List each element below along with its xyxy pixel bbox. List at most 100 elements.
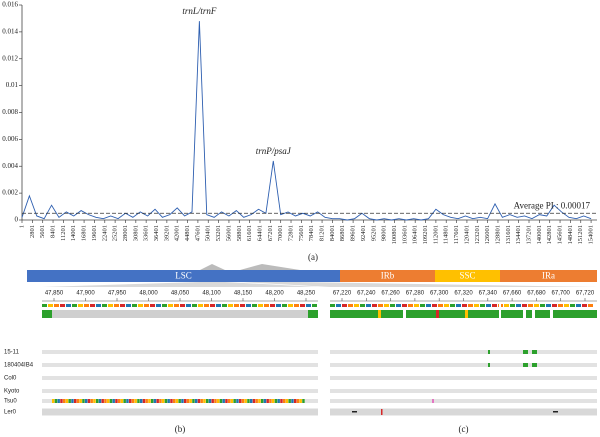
coverage-strip <box>468 304 473 307</box>
y-tick-label: 0 <box>15 216 19 224</box>
variant-strip <box>214 399 217 403</box>
coverage-strip <box>180 304 185 307</box>
sample-label: Tsu0 <box>4 399 17 405</box>
coverage-strip <box>90 304 95 307</box>
coverage-strip <box>270 304 275 307</box>
x-tick-label: 140001 <box>536 225 543 245</box>
variant-strip <box>54 399 58 403</box>
x-tick-label: 16801 <box>81 225 88 241</box>
ruler-label: 48,000 <box>139 291 158 297</box>
variant-strip <box>181 399 184 403</box>
genome-region <box>435 270 500 282</box>
variant-strip <box>109 399 113 403</box>
variant-strip <box>173 399 176 403</box>
region-label: IRb <box>381 271 395 281</box>
variant-strip <box>299 399 302 403</box>
variant-strip <box>189 399 192 403</box>
coverage-strip <box>420 304 425 307</box>
x-tick-label: 5601 <box>39 225 46 238</box>
ruler-label: 67,280 <box>406 291 425 297</box>
coverage-strip <box>234 304 239 307</box>
coverage-strip <box>252 304 257 307</box>
variant-strip <box>156 399 159 403</box>
coverage-strip <box>372 304 377 307</box>
variant-strip <box>255 399 258 403</box>
coverage-strip <box>432 304 437 307</box>
x-tick-label: 2801 <box>29 225 36 238</box>
coverage-strip <box>222 304 227 307</box>
variant-strip <box>184 399 187 403</box>
coverage-strip <box>516 304 521 307</box>
x-tick-label: 75601 <box>298 225 305 241</box>
region-label: IRa <box>542 271 555 281</box>
coverage-strip <box>492 304 497 307</box>
x-tick-label: 53201 <box>215 225 222 241</box>
variant-strip <box>126 399 129 403</box>
variant-strip <box>107 399 110 403</box>
x-tick-label: 106401 <box>412 225 419 245</box>
coverage-strip <box>102 304 107 307</box>
coverage-strip <box>162 304 167 307</box>
panel-divider <box>499 304 501 420</box>
coverage-strip <box>48 304 53 307</box>
variant-strip <box>137 399 140 403</box>
coverage-strip <box>582 304 587 307</box>
variant-strip <box>170 399 173 403</box>
variant-strip <box>252 399 256 403</box>
coverage-strip <box>246 304 251 307</box>
variant-site <box>523 350 528 354</box>
coverage-strip <box>276 304 281 307</box>
indel <box>352 411 357 413</box>
coverage-strip <box>546 304 551 307</box>
y-tick-label: 0.014 <box>2 27 18 35</box>
coverage-strip <box>348 304 353 307</box>
ruler-label: 67,720 <box>576 291 595 297</box>
row-track <box>42 350 318 354</box>
zoom-wedge <box>42 282 318 287</box>
ruler-label: 67,240 <box>357 291 376 297</box>
variant-strip <box>140 399 143 403</box>
coverage-strip <box>156 304 161 307</box>
indel <box>553 411 558 413</box>
consensus-end <box>308 310 318 318</box>
coverage-strip <box>132 304 137 307</box>
coverage-strip <box>66 304 71 307</box>
coverage-strip <box>588 304 593 307</box>
variant-strip <box>200 399 203 403</box>
coverage-strip <box>384 304 389 307</box>
ruler-label: 67,660 <box>503 291 522 297</box>
row-track <box>330 389 597 393</box>
coverage-strip <box>540 304 545 307</box>
x-tick-label: 103601 <box>401 225 408 245</box>
x-tick-label: 22401 <box>101 225 108 241</box>
coverage-strip <box>294 304 299 307</box>
variant-site <box>378 310 381 318</box>
x-tick-label: 47601 <box>194 225 201 241</box>
row-track <box>42 389 318 393</box>
x-tick-label: 126001 <box>484 225 491 245</box>
variant-strip <box>250 399 253 403</box>
coverage-strip <box>438 304 443 307</box>
consensus-end <box>42 310 52 318</box>
x-tick-label: 78401 <box>308 225 315 241</box>
variant-strip <box>148 399 151 403</box>
peak-annotation: trnL/trnF <box>182 6 217 16</box>
variant-strip <box>291 399 294 403</box>
variant-strip <box>186 399 190 403</box>
row-track <box>42 376 318 380</box>
genome-region <box>500 270 597 282</box>
variant-site <box>532 310 535 318</box>
x-tick-label: 70001 <box>277 225 284 241</box>
average-annotation: Average PI : 0.00017 <box>514 200 591 210</box>
x-tick-label: 100801 <box>391 225 398 245</box>
x-tick-label: 98001 <box>381 225 388 241</box>
x-tick-label: 14001 <box>70 225 77 241</box>
coverage-strip <box>462 304 467 307</box>
ruler-label: 47,850 <box>45 291 64 297</box>
x-tick-label: 67201 <box>267 225 274 241</box>
coverage-strip <box>486 304 491 307</box>
zoom-marker <box>200 264 225 270</box>
variant-strip <box>52 399 55 403</box>
variant-strip <box>208 399 212 403</box>
